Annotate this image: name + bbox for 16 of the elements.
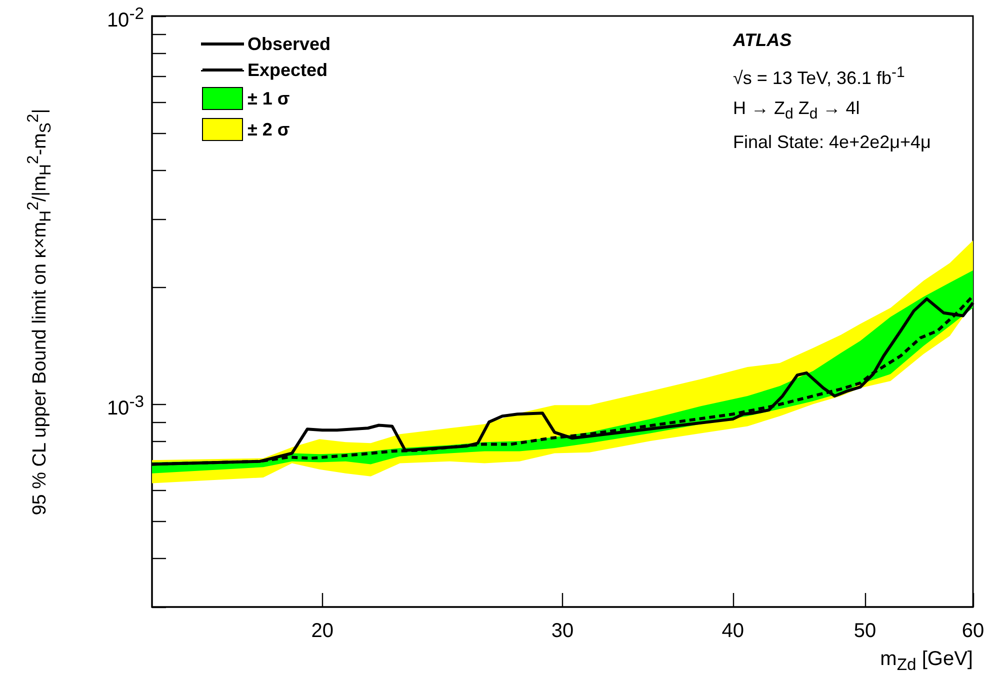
x-tick-label: 30 <box>551 620 574 642</box>
y-tick-label: 10$^{-2}$ <box>106 4 144 33</box>
y-tick-label: 10$^{-3}$ <box>106 392 144 421</box>
legend-label: ± 1 σ <box>248 88 290 108</box>
x-tick-label: 40 <box>722 620 744 642</box>
annotation: √s = 13 TeV, 36.1 fb$^{-1}$ <box>733 64 905 89</box>
legend-label: Observed <box>248 34 331 54</box>
annotation: Final State: 4e+2e2μ+4μ <box>733 132 931 153</box>
annotation: ATLAS <box>733 30 792 51</box>
legend-label: ± 2 σ <box>248 120 290 140</box>
x-tick-label: 60 <box>962 620 984 642</box>
annotation: H → Z$_{d}$ Z$_{d}$ → 4l <box>733 98 860 123</box>
x-tick-label: 50 <box>854 620 876 642</box>
x-tick-label: 20 <box>311 620 334 642</box>
legend-label: Expected <box>248 60 328 80</box>
x-axis-title: m$_{Zd}$ [GeV] <box>880 648 973 675</box>
